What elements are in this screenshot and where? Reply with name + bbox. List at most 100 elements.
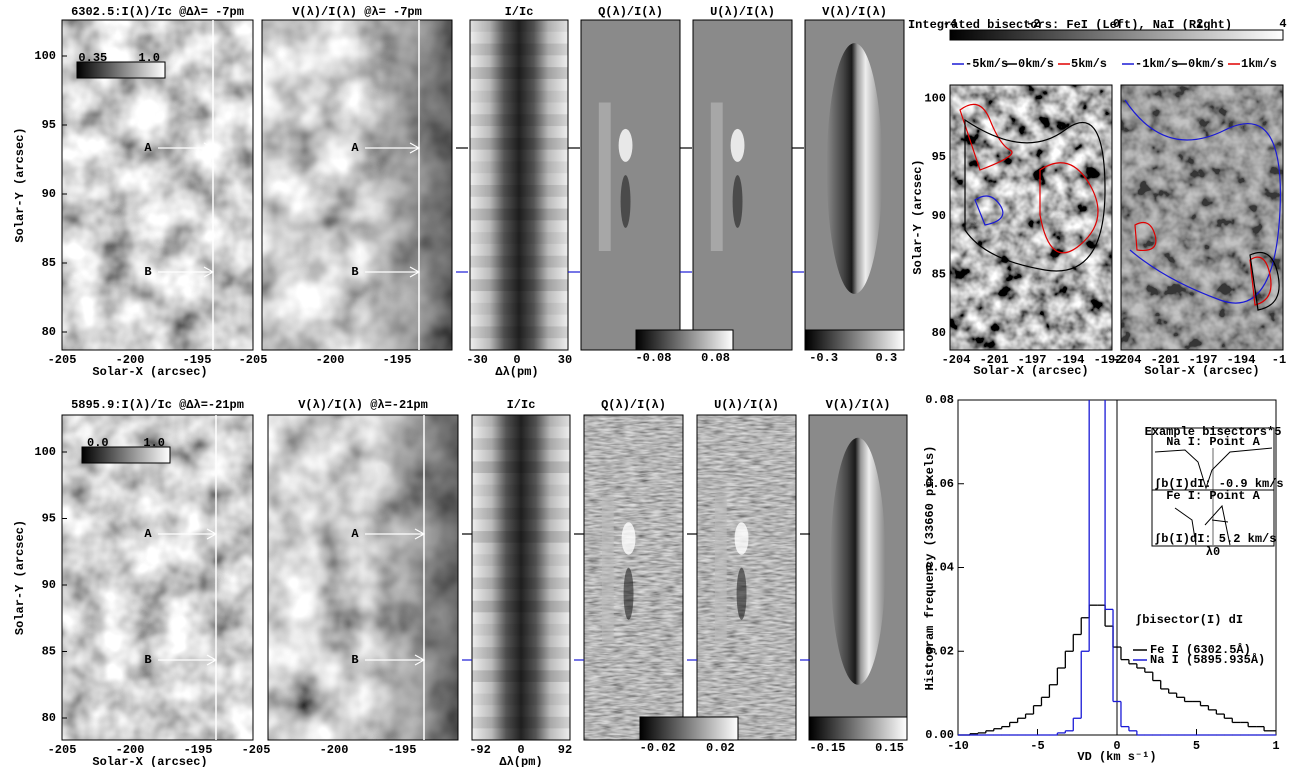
x-tick-label: -205 (239, 353, 268, 367)
inset-label: Fe I: Point A (1166, 489, 1260, 503)
contour (974, 195, 1004, 226)
spectral-stokes (693, 20, 792, 350)
x-tick-label: -205 (48, 353, 77, 367)
spectral-band (472, 716, 570, 729)
contour (1249, 256, 1272, 306)
panel-title: I/Ic (507, 398, 536, 412)
y-axis-label: Solar-Y (arcsec) (911, 159, 925, 274)
spectral-band (470, 302, 568, 315)
colorbar (809, 716, 908, 741)
spectral-band (472, 693, 570, 706)
spectral-band (472, 461, 570, 474)
noise (584, 415, 683, 740)
feature (732, 175, 743, 228)
spectral-band (472, 647, 570, 659)
y-tick-label: 80 (932, 326, 946, 340)
y-axis-label: Solar-Y (arcsec) (13, 520, 27, 635)
spectral-axis-label: Δλ(pm) (495, 365, 538, 379)
panel-frame (61, 19, 254, 351)
inset-axis-label: λ0 (1206, 545, 1220, 559)
x-axis-label: Solar-X (arcsec) (1144, 364, 1259, 378)
legend-label: 5km/s (1071, 57, 1107, 71)
spectral-band (472, 507, 570, 520)
feature (601, 496, 614, 643)
y-tick-label: 100 (34, 49, 56, 63)
x-tick-label: -197 (1018, 353, 1047, 367)
point-label: B (144, 653, 151, 667)
x-tick-label: -5 (1030, 739, 1044, 753)
shade (262, 20, 452, 350)
spectral-band (472, 554, 570, 566)
spectral-intensity (472, 415, 570, 740)
spectral-band (470, 185, 568, 197)
colorbar (635, 329, 734, 351)
x-tick-label: -1 (1272, 353, 1286, 367)
panel-title: V(λ)/I(λ) (822, 5, 887, 19)
panel-frame (267, 414, 459, 741)
contour (964, 118, 1106, 272)
feature (734, 522, 749, 555)
panel-frame (696, 414, 797, 741)
panel-frame (692, 19, 793, 351)
x-tick-label: -194 (1056, 353, 1085, 367)
contour (1039, 162, 1099, 254)
arrow-head (203, 142, 215, 154)
colorbar-tick-label: -4 (943, 17, 957, 31)
y-tick-label: 85 (42, 256, 56, 270)
arrow-head (203, 266, 215, 278)
spectral-band (470, 67, 568, 79)
x-tick-label: -200 (116, 353, 145, 367)
spectral-band (470, 114, 568, 127)
colorbar (805, 329, 905, 351)
arrow-head (414, 654, 426, 666)
x-tick-label: -200 (116, 743, 145, 757)
inset-profile (1154, 447, 1273, 490)
spectral-band (470, 20, 568, 32)
y-tick-label: 90 (932, 209, 946, 223)
colorbar-tick-label: 0 (1113, 17, 1120, 31)
spectral-tick-label: 92 (558, 743, 572, 757)
x-tick-label: -195 (183, 353, 212, 367)
x-tick-label: 5 (1193, 739, 1200, 753)
spectral-band (472, 670, 570, 682)
legend-label: 1km/s (1241, 57, 1277, 71)
y-tick-label: 100 (34, 445, 56, 459)
annotation: ∫bisector(I) dI (1135, 613, 1243, 627)
x-tick-label: -195 (383, 353, 412, 367)
map-title: Integrated bisectors: FeI (Left), NaI (R… (908, 18, 1232, 32)
x-tick-label: -204 (942, 353, 971, 367)
panel-title: U(λ)/I(λ) (710, 5, 775, 19)
colorbar (949, 29, 1284, 41)
y-tick-label: 0.00 (925, 728, 954, 742)
panel-title: Q(λ)/I(λ) (601, 398, 666, 412)
shade (268, 415, 458, 740)
contour (1249, 251, 1280, 311)
colorbar-label: 0.0 (87, 436, 109, 450)
legend-label: 0km/s (1018, 57, 1054, 71)
colorbar-tick-label: 2 (1196, 17, 1203, 31)
panel-title: 5895.9:I(λ)/Ic @Δλ=-21pm (71, 398, 244, 412)
colorbar-label: 1.0 (143, 436, 165, 450)
point-label: A (144, 527, 152, 541)
panel-frame (61, 414, 254, 741)
y-tick-label: 85 (932, 267, 946, 281)
panel-title: V(λ)/I(λ) (826, 398, 891, 412)
x-axis-label: Solar-X (arcsec) (973, 364, 1088, 378)
y-tick-label: 90 (42, 578, 56, 592)
colorbar-tick-label: -2 (1026, 17, 1040, 31)
panel-title: V(λ)/I(λ) @λ= -7pm (292, 5, 422, 19)
x-tick-label: -192 (1094, 353, 1123, 367)
arrow-head (206, 528, 218, 540)
panel-frame (583, 414, 684, 741)
y-tick-label: 0.02 (925, 644, 954, 658)
feature (598, 102, 611, 251)
point-label: B (351, 265, 358, 279)
legend-label: -5km/s (965, 57, 1008, 71)
arrow-head (409, 266, 421, 278)
x-tick-label: -201 (980, 353, 1009, 367)
x-tick-label: -195 (184, 743, 213, 757)
feature (623, 567, 634, 620)
x-tick-label: -205 (48, 743, 77, 757)
